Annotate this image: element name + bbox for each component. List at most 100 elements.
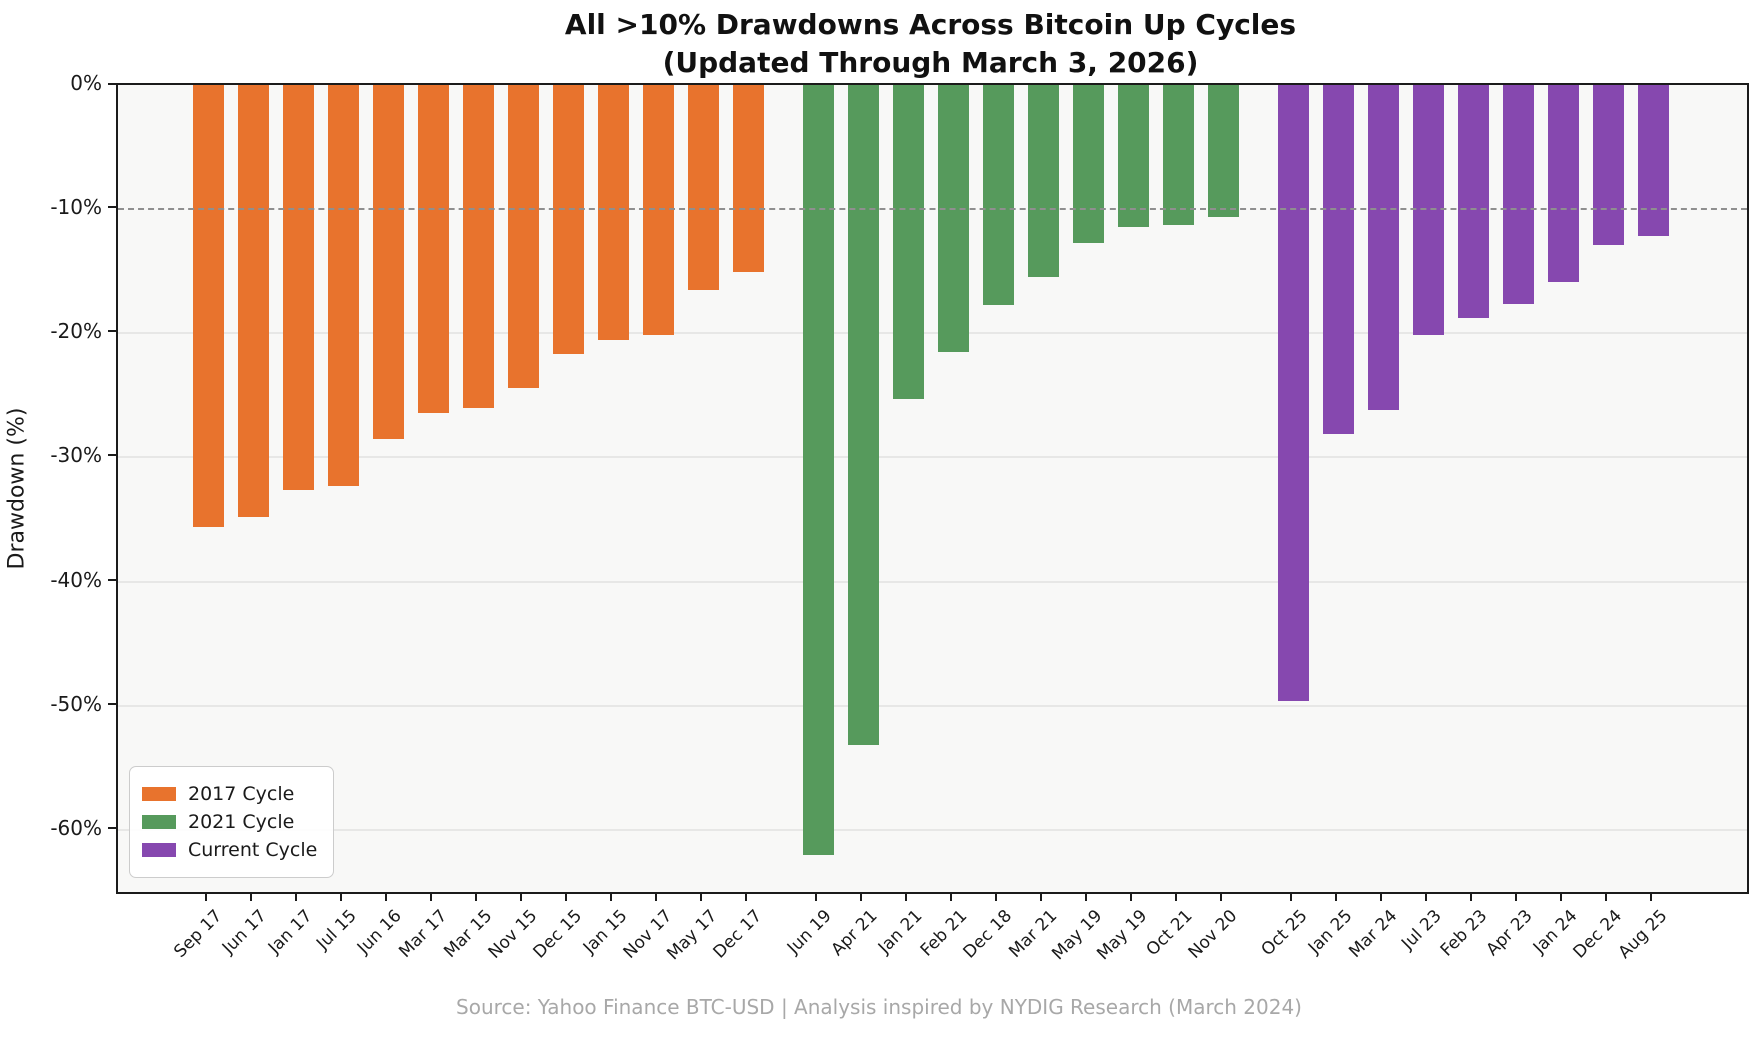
x-tick bbox=[250, 892, 252, 901]
bar bbox=[1457, 85, 1489, 319]
x-tick-label: Dec 15 bbox=[529, 906, 587, 963]
x-tick bbox=[1085, 892, 1087, 901]
y-tick-label: -60% bbox=[50, 815, 102, 840]
x-tick bbox=[745, 892, 747, 901]
bar bbox=[1072, 85, 1104, 243]
bar bbox=[327, 85, 359, 487]
x-tick bbox=[860, 892, 862, 901]
x-tick bbox=[1335, 892, 1337, 901]
bar bbox=[1277, 85, 1309, 701]
x-tick bbox=[905, 892, 907, 901]
x-tick bbox=[950, 892, 952, 901]
bar bbox=[982, 85, 1014, 305]
legend-label: Current Cycle bbox=[188, 839, 318, 861]
x-tick-label: Sep 17 bbox=[170, 906, 227, 962]
y-tick bbox=[108, 454, 117, 457]
chart-title-line1: All >10% Drawdowns Across Bitcoin Up Cyc… bbox=[564, 8, 1297, 41]
x-tick-label: Apr 21 bbox=[827, 906, 882, 961]
x-tick bbox=[430, 892, 432, 901]
x-tick bbox=[1290, 892, 1292, 901]
legend-item: 2017 Cycle bbox=[142, 783, 317, 805]
bar bbox=[192, 85, 224, 527]
x-tick bbox=[1470, 892, 1472, 901]
legend-label: 2021 Cycle bbox=[188, 811, 295, 833]
x-tick bbox=[610, 892, 612, 901]
y-tick-label: -40% bbox=[50, 567, 102, 592]
x-tick bbox=[520, 892, 522, 901]
x-tick-label: Nov 20 bbox=[1184, 906, 1242, 963]
legend-item: 2021 Cycle bbox=[142, 811, 317, 833]
bar bbox=[597, 85, 629, 340]
x-tick bbox=[1130, 892, 1132, 901]
bar bbox=[1637, 85, 1669, 237]
y-tick bbox=[108, 330, 117, 333]
legend-item: Current Cycle bbox=[142, 839, 317, 861]
threshold-line bbox=[118, 208, 1747, 211]
bar bbox=[1162, 85, 1194, 226]
y-tick bbox=[108, 702, 117, 705]
bar bbox=[1207, 85, 1239, 217]
x-tick-label: Feb 23 bbox=[1436, 906, 1492, 961]
x-tick bbox=[1515, 892, 1517, 901]
bar bbox=[687, 85, 719, 290]
x-tick bbox=[1650, 892, 1652, 901]
bar bbox=[1322, 85, 1354, 434]
bar bbox=[282, 85, 314, 490]
x-tick-label: Jul 15 bbox=[313, 906, 362, 954]
x-tick bbox=[565, 892, 567, 901]
bar bbox=[417, 85, 449, 413]
plot-area: 2017 Cycle 2021 Cycle Current Cycle bbox=[116, 83, 1749, 894]
bar bbox=[1027, 85, 1059, 278]
x-tick bbox=[340, 892, 342, 901]
grid-line bbox=[118, 332, 1747, 335]
bar bbox=[937, 85, 969, 352]
grid-line bbox=[118, 828, 1747, 831]
x-tick-label: Oct 25 bbox=[1257, 906, 1312, 961]
x-tick bbox=[475, 892, 477, 901]
x-tick bbox=[995, 892, 997, 901]
x-tick-label: Mar 24 bbox=[1345, 906, 1402, 962]
bar bbox=[552, 85, 584, 355]
y-axis-label: Drawdown (%) bbox=[4, 407, 30, 570]
grid-line bbox=[118, 456, 1747, 459]
x-tick-label: Nov 15 bbox=[484, 906, 542, 963]
legend: 2017 Cycle 2021 Cycle Current Cycle bbox=[129, 766, 335, 878]
x-tick-label: Aug 25 bbox=[1614, 906, 1672, 963]
y-tick-label: -30% bbox=[50, 443, 102, 468]
bar bbox=[372, 85, 404, 439]
x-tick bbox=[205, 892, 207, 901]
bar bbox=[892, 85, 924, 400]
bar bbox=[1592, 85, 1624, 246]
legend-swatch bbox=[142, 815, 176, 829]
legend-label: 2017 Cycle bbox=[188, 783, 295, 805]
bar bbox=[507, 85, 539, 388]
source-note: Source: Yahoo Finance BTC-USD | Analysis… bbox=[456, 995, 1302, 1019]
x-tick bbox=[1175, 892, 1177, 901]
bar bbox=[1502, 85, 1534, 304]
x-tick-label: Dec 17 bbox=[709, 906, 767, 963]
x-tick bbox=[1605, 892, 1607, 901]
bar bbox=[732, 85, 764, 273]
y-tick-label: -20% bbox=[50, 319, 102, 344]
x-tick-label: Jan 17 bbox=[264, 906, 317, 958]
legend-swatch bbox=[142, 843, 176, 857]
legend-swatch bbox=[142, 787, 176, 801]
x-tick-label: Apr 23 bbox=[1482, 906, 1537, 961]
x-tick bbox=[1380, 892, 1382, 901]
x-tick-label: Dec 18 bbox=[959, 906, 1017, 963]
y-tick-label: 0% bbox=[70, 71, 102, 95]
bar bbox=[847, 85, 879, 746]
x-tick bbox=[1425, 892, 1427, 901]
bar bbox=[1367, 85, 1399, 411]
bar bbox=[802, 85, 834, 855]
x-tick bbox=[1040, 892, 1042, 901]
x-tick bbox=[655, 892, 657, 901]
grid-line bbox=[118, 580, 1747, 583]
x-tick bbox=[815, 892, 817, 901]
y-tick bbox=[108, 826, 117, 829]
y-tick bbox=[108, 83, 117, 85]
bar bbox=[237, 85, 269, 518]
bar bbox=[462, 85, 494, 408]
x-tick bbox=[1220, 892, 1222, 901]
